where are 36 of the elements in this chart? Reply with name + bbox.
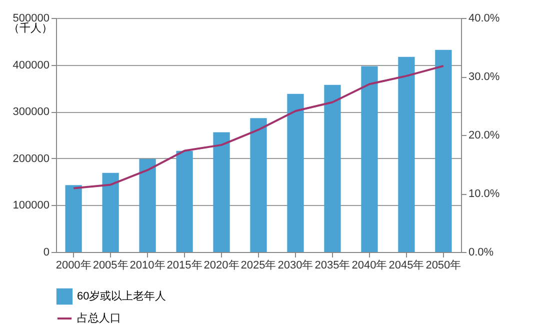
bar: [398, 56, 415, 252]
bar: [65, 185, 82, 252]
x-tick-label: 2005年: [92, 260, 128, 272]
line-series: [72, 64, 444, 190]
x-tick-label: 2015年: [166, 260, 202, 272]
y-tick-label: 0: [43, 246, 50, 258]
y2-tick-label: 10.0%: [468, 188, 500, 200]
y2-tick-label: 0.0%: [468, 246, 494, 258]
y-tick-label: 300000: [12, 106, 50, 118]
legend-label: 占总人口: [77, 312, 121, 324]
bar: [287, 94, 304, 252]
bar: [213, 132, 230, 252]
bar: [361, 66, 378, 252]
x-tick-label: 2020年: [204, 260, 240, 272]
y2-tick-label: 20.0%: [468, 130, 500, 142]
bar: [176, 150, 193, 252]
legend-label: 60岁或以上老年人: [77, 290, 166, 302]
x-tick-label: 2000年: [56, 260, 92, 272]
bar: [139, 158, 156, 252]
x-tick-label: 2040年: [352, 260, 388, 272]
x-tick-label: 2030年: [278, 260, 314, 272]
y-tick-label: 100000: [12, 200, 50, 212]
x-tick-label: 2045年: [388, 260, 424, 272]
y2-tick-label: 30.0%: [468, 71, 500, 83]
bar: [250, 118, 267, 252]
bar: [435, 50, 452, 252]
x-tick-label: 2025年: [240, 260, 276, 272]
bar: [324, 84, 341, 252]
y-tick-label: 400000: [12, 59, 50, 72]
y-tick-label: 200000: [12, 152, 50, 165]
bar: [102, 172, 119, 252]
y-axis-title: （千人）: [8, 22, 52, 34]
y2-tick-label: 40.0%: [468, 12, 500, 24]
x-tick-label: 2050年: [426, 260, 462, 272]
x-tick-label: 2010年: [130, 260, 166, 272]
x-tick-label: 2035年: [314, 260, 350, 272]
